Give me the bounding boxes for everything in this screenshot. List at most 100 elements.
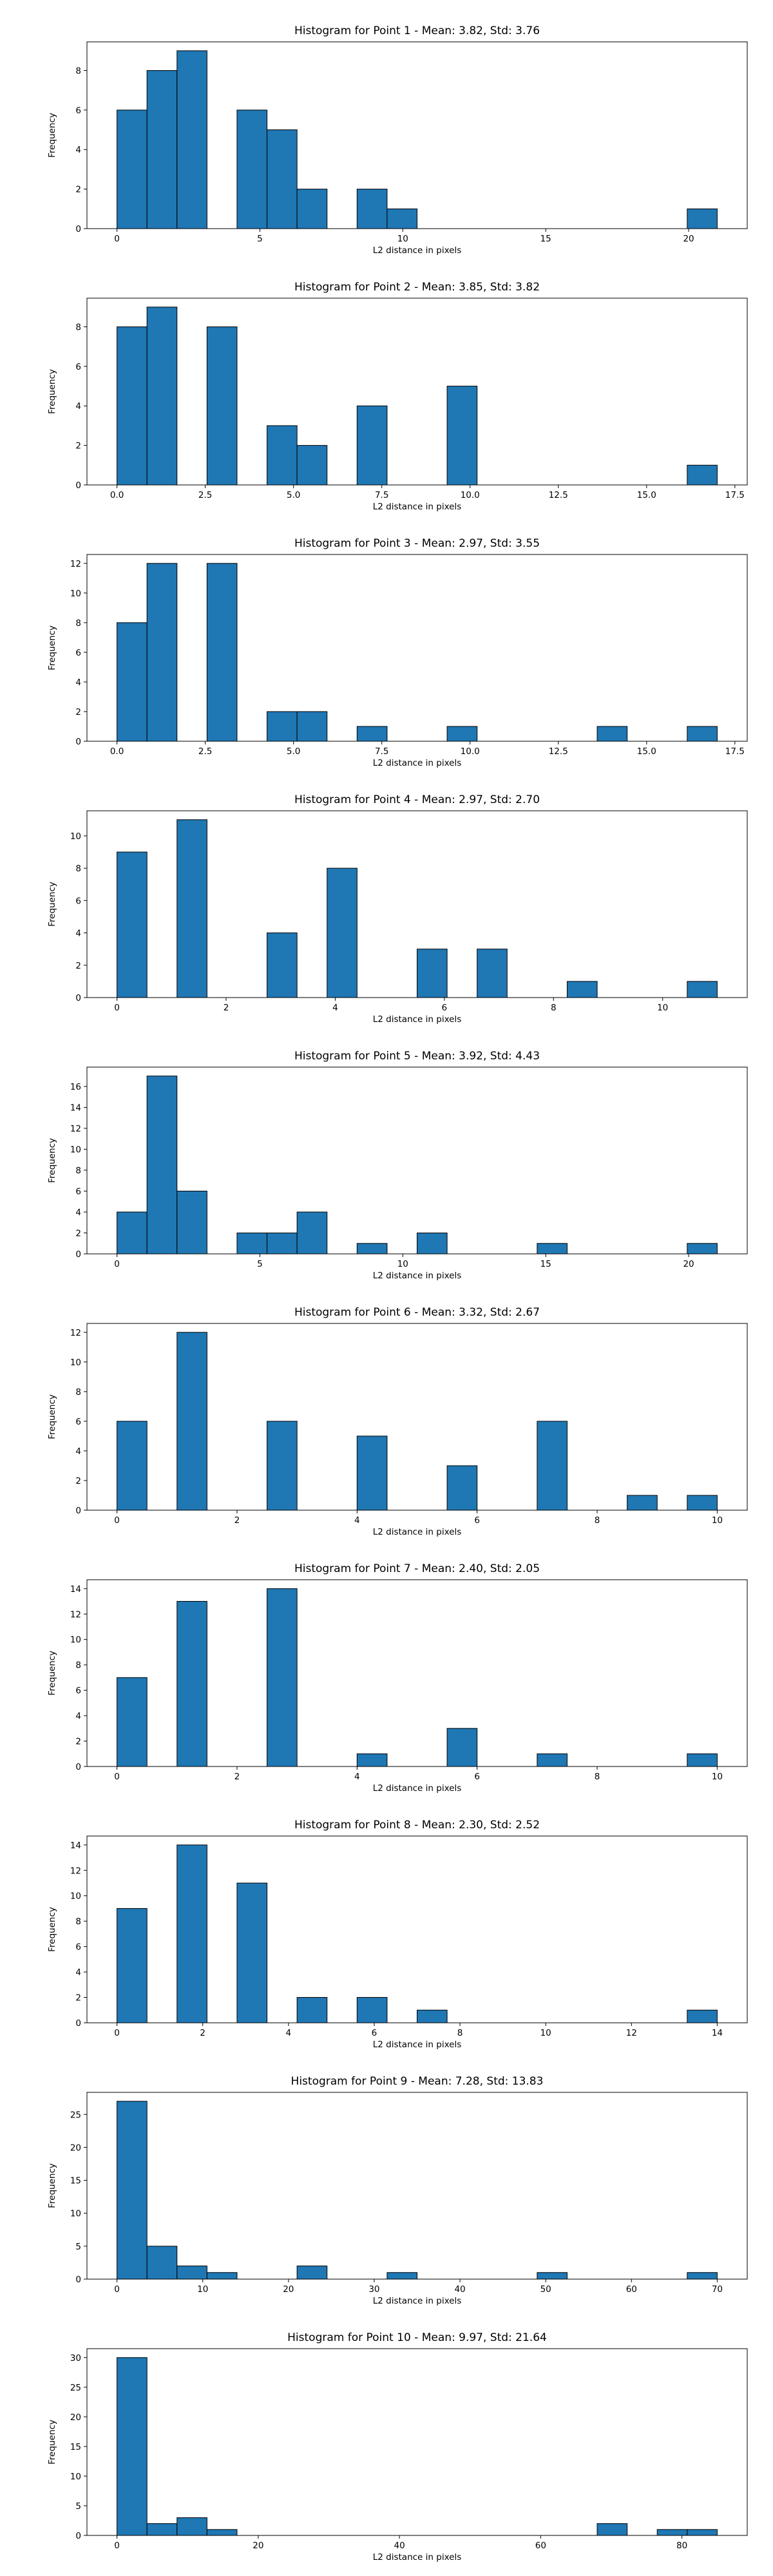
histogram-bar: [566, 981, 598, 998]
x-axis-label: L2 distance in pixels: [373, 1527, 461, 1537]
x-tick-label: 40: [454, 2284, 465, 2295]
y-tick-label: 0: [75, 993, 81, 1003]
histogram-bar: [687, 981, 718, 998]
histogram-bar: [356, 1243, 388, 1255]
x-tick-label: 8: [551, 1003, 557, 1013]
chart-title: Histogram for Point 4 - Mean: 2.97, Std:…: [294, 793, 540, 806]
histogram-bar: [177, 1844, 207, 2023]
y-tick-label: 8: [75, 1166, 81, 1176]
histogram-bar: [117, 2357, 148, 2536]
histogram-bar: [386, 208, 418, 229]
y-tick-label: 10: [70, 1145, 81, 1155]
y-tick-label: 2: [75, 1476, 81, 1486]
x-tick-label: 15: [540, 234, 551, 244]
x-tick-label: 7.5: [375, 490, 388, 500]
x-tick-label: 0: [114, 1772, 120, 1782]
y-tick-label: 2: [75, 1993, 81, 2003]
y-axis-label: Frequency: [47, 1907, 57, 1952]
y-tick-label: 0: [75, 1249, 81, 1260]
x-axis-label: L2 distance in pixels: [373, 2552, 461, 2562]
x-axis-label: L2 distance in pixels: [373, 245, 461, 256]
histogram-panel-8: Histogram for Point 8 - Mean: 2.30, Std:…: [47, 1819, 748, 2050]
histogram-bar: [117, 2101, 148, 2280]
x-tick-label: 4: [286, 2028, 292, 2038]
x-tick-label: 12: [626, 2028, 637, 2038]
histogram-bar: [356, 1997, 388, 2023]
histogram-bar: [687, 464, 718, 486]
y-tick-label: 5: [75, 2242, 81, 2252]
histogram-panel-6: Histogram for Point 6 - Mean: 3.32, Std:…: [47, 1306, 748, 1537]
histogram-panel-7: Histogram for Point 7 - Mean: 2.40, Std:…: [47, 1562, 748, 1794]
histogram-bar: [687, 1753, 718, 1767]
histogram-bar: [446, 1728, 478, 1767]
chart-title: Histogram for Point 10 - Mean: 9.97, Std…: [287, 2331, 547, 2344]
x-tick-label: 10: [657, 1003, 668, 1013]
histogram-bar: [537, 1421, 568, 1511]
histogram-bar: [267, 1233, 298, 1255]
y-tick-label: 2: [75, 441, 81, 451]
y-tick-label: 12: [70, 1609, 81, 1620]
histogram-bar: [267, 1421, 298, 1511]
y-axis-label: Frequency: [47, 882, 57, 927]
histogram-bar: [146, 70, 178, 229]
y-tick-label: 25: [70, 2110, 81, 2120]
y-tick-label: 6: [75, 1686, 81, 1696]
histogram-bar: [386, 2272, 418, 2280]
y-tick-label: 4: [75, 1446, 81, 1457]
y-tick-label: 10: [70, 1891, 81, 1902]
histogram-bar: [296, 2266, 328, 2280]
x-tick-label: 6: [372, 2028, 377, 2038]
x-axis-label: L2 distance in pixels: [373, 2296, 461, 2306]
x-tick-label: 17.5: [725, 490, 745, 500]
x-tick-label: 2: [234, 1772, 240, 1782]
x-tick-label: 60: [535, 2541, 546, 2551]
y-tick-label: 2: [75, 1737, 81, 1747]
histogram-bar: [356, 1753, 388, 1767]
y-axis-label: Frequency: [47, 2420, 57, 2465]
x-tick-label: 5: [257, 234, 263, 244]
y-tick-label: 4: [75, 145, 81, 155]
histogram-panel-3: Histogram for Point 3 - Mean: 2.97, Std:…: [47, 537, 748, 768]
y-tick-label: 0: [75, 1506, 81, 1516]
x-axis-label: L2 distance in pixels: [373, 2040, 461, 2050]
histogram-panel-1: Histogram for Point 1 - Mean: 3.82, Std:…: [47, 24, 748, 256]
x-tick-label: 10: [397, 1259, 408, 1269]
x-tick-label: 10: [540, 2028, 551, 2038]
y-axis-label: Frequency: [47, 625, 57, 670]
y-tick-label: 8: [75, 322, 81, 332]
x-tick-label: 2: [200, 2028, 205, 2038]
histogram-bar: [206, 563, 238, 742]
x-tick-label: 0: [114, 1003, 120, 1013]
histogram-bar: [656, 2529, 688, 2536]
plot-frame: [86, 2348, 748, 2536]
plot-frame: [86, 1066, 748, 1255]
y-tick-label: 16: [70, 1082, 81, 1092]
y-tick-label: 6: [75, 896, 81, 906]
plot-frame: [86, 41, 748, 229]
x-tick-label: 40: [394, 2541, 405, 2551]
x-tick-label: 0: [114, 2028, 120, 2038]
x-tick-label: 15.0: [637, 746, 656, 757]
histogram-bar: [146, 2523, 178, 2536]
y-tick-label: 5: [75, 2501, 81, 2512]
y-tick-label: 10: [70, 831, 81, 842]
x-tick-label: 4: [354, 1772, 360, 1782]
histogram-bar: [206, 326, 238, 486]
x-tick-label: 7.5: [375, 746, 388, 757]
chart-title: Histogram for Point 8 - Mean: 2.30, Std:…: [294, 1819, 540, 1832]
x-tick-label: 6: [474, 1772, 480, 1782]
x-tick-label: 6: [442, 1003, 448, 1013]
histogram-bar: [446, 386, 478, 486]
histogram-bar: [177, 50, 207, 229]
x-tick-label: 20: [683, 1259, 694, 1269]
histogram-bar: [236, 1233, 268, 1255]
x-tick-label: 12.5: [549, 746, 568, 757]
histogram-bar: [177, 1332, 207, 1511]
chart-title: Histogram for Point 2 - Mean: 3.85, Std:…: [294, 281, 540, 294]
histogram-bar: [177, 2266, 207, 2280]
x-axis-label: L2 distance in pixels: [373, 1014, 461, 1025]
x-tick-label: 10: [397, 234, 408, 244]
histogram-panel-5: Histogram for Point 5 - Mean: 3.92, Std:…: [47, 1050, 748, 1281]
y-tick-label: 10: [70, 2472, 81, 2482]
